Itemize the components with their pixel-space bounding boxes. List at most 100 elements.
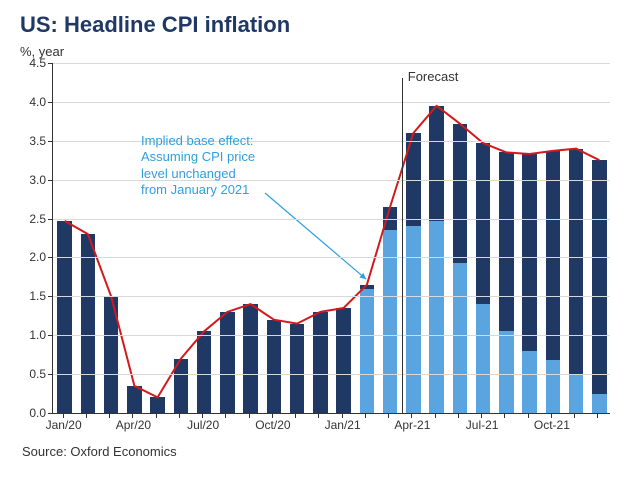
bar-slot [57,221,71,413]
x-tick-label: Jul/20 [187,418,219,432]
bar-segment-upper [104,296,118,413]
y-tick-label: 2.5 [29,212,46,226]
annotation-text: Implied base effect:Assuming CPI pricele… [141,133,255,198]
x-tick-label: Jan/20 [46,418,82,432]
bar-segment-upper [429,106,443,221]
y-tick-label: 1.5 [29,289,46,303]
bar-slot [336,308,350,413]
x-tick [132,413,134,418]
x-tick [249,413,251,418]
forecast-divider [402,78,403,413]
x-tick [388,413,390,418]
y-axis: 0.00.51.01.52.02.53.03.54.04.5 [20,63,52,413]
x-tick [202,413,204,418]
bar-segment-base [569,375,583,413]
y-tick-label: 0.5 [29,367,46,381]
x-tick [574,413,576,418]
gridline [53,374,610,375]
bar-segment-upper [220,312,234,413]
bar-slot [243,304,257,413]
bar-segment-upper [127,386,141,413]
bar-slot [127,386,141,413]
x-tick [528,413,530,418]
x-axis: Jan/20Apr/20Jul/20Oct/20Jan/21Apr-21Jul-… [52,414,610,442]
x-tick [342,413,344,418]
bar-segment-upper [57,221,71,413]
y-tick-label: 0.0 [29,406,46,420]
gridline [53,141,610,142]
x-tick-label: Apr/20 [116,418,151,432]
bar-slot [220,312,234,413]
bar-segment-upper [476,143,490,304]
x-tick [63,413,65,418]
gridline [53,219,610,220]
x-tick [272,413,274,418]
bar-slot [81,234,95,413]
x-tick [179,413,181,418]
bar-segment-upper [197,331,211,413]
gridline [53,63,610,64]
bar-slot [476,143,490,413]
x-tick [481,413,483,418]
bar-slot [150,397,164,413]
y-axis-title: %, year [20,44,610,59]
x-tick [225,413,227,418]
gridline [53,180,610,181]
y-tick-label: 3.0 [29,173,46,187]
gridline [53,102,610,103]
gridline [53,335,610,336]
bar-segment-base [406,226,420,413]
bar-slot [197,331,211,413]
x-tick [365,413,367,418]
bar-slot [267,320,281,413]
chart-container: US: Headline CPI inflation %, year 0.0 0.… [0,0,630,502]
x-tick [551,413,553,418]
bar-segment-base [499,331,513,413]
chart-title: US: Headline CPI inflation [20,12,610,38]
bar-segment-base [360,289,374,413]
x-tick [435,413,437,418]
bar-segment-upper [313,312,327,413]
x-tick-label: Jan/21 [325,418,361,432]
bar-segment-upper [150,397,164,413]
forecast-label: Forecast [408,69,459,84]
y-tick-label: 4.0 [29,95,46,109]
bar-segment-base [476,304,490,413]
y-tick-label: 4.5 [29,56,46,70]
x-tick [318,413,320,418]
bar-segment-base [522,351,536,413]
bar-slot [104,296,118,413]
bar-segment-upper [453,124,467,263]
bar-segment-upper [243,304,257,413]
x-tick-label: Jul-21 [466,418,499,432]
bar-segment-upper [290,324,304,413]
x-tick [295,413,297,418]
x-tick-label: Oct/20 [255,418,290,432]
bar-segment-base [592,394,606,413]
bar-segment-upper [569,149,583,375]
gridline [53,296,610,297]
bar-slot [174,359,188,413]
x-tick [411,413,413,418]
bar-segment-upper [81,234,95,413]
x-tick [597,413,599,418]
bar-slot [453,124,467,413]
bar-segment-base [453,263,467,413]
bar-segment-upper [360,285,374,289]
bar-slot [429,106,443,413]
bar-segment-upper [174,359,188,413]
bar-segment-upper [522,154,536,351]
x-tick [504,413,506,418]
x-tick-label: Apr-21 [394,418,430,432]
x-tick-label: Oct-21 [534,418,570,432]
gridline [53,257,610,258]
bar-segment-base [546,360,560,413]
bar-slot [383,207,397,413]
bar-slot [360,285,374,413]
y-tick-label: 1.0 [29,328,46,342]
bar-slot [406,133,420,413]
bar-slot [290,324,304,413]
bar-segment-base [429,221,443,413]
x-tick [458,413,460,418]
bar-segment-upper [546,151,560,360]
